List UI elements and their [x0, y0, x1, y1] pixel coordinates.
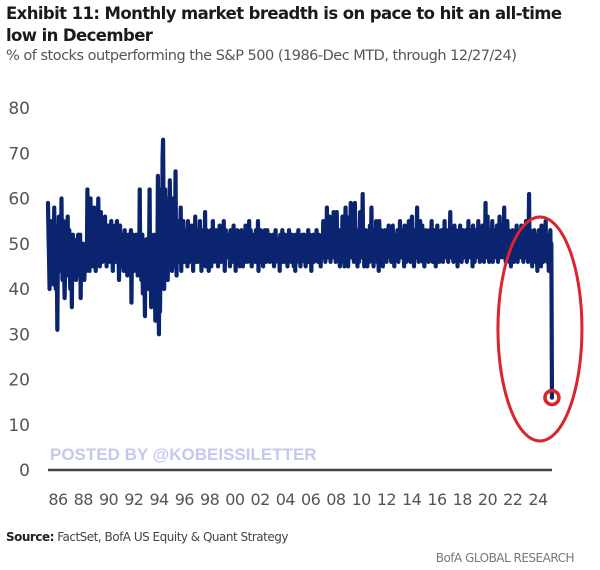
x-tick-label: 12 [377, 490, 396, 509]
x-axis: 86 88 90 92 94 96 98 00 02 04 06 08 10 12 14 16 18 20 22 24 [48, 490, 548, 509]
y-tick-label: 70 [8, 144, 30, 164]
source-note: Source: FactSet, BofA US Equity & Quant … [6, 530, 288, 544]
brand-label: BofA GLOBAL RESEARCH [435, 551, 575, 565]
line-chart: 0 10 20 30 40 50 60 70 80 86 88 90 92 94 96 98 00 02 04 06… [8, 99, 584, 509]
source-label: Source: [6, 530, 54, 544]
y-tick-label: 50 [8, 235, 30, 255]
x-tick-label: 04 [276, 490, 296, 509]
x-tick-label: 22 [503, 490, 522, 509]
y-axis: 0 10 20 30 40 50 60 70 80 [8, 99, 30, 481]
source-text: FactSet, BofA US Equity & Quant Strategy [53, 530, 288, 544]
x-tick-label: 02 [251, 490, 270, 509]
y-tick-label: 60 [8, 190, 30, 210]
x-tick-label: 00 [225, 490, 245, 509]
x-tick-label: 96 [175, 490, 195, 509]
x-tick-label: 06 [301, 490, 321, 509]
x-tick-label: 92 [124, 490, 143, 509]
highlight-ellipse [496, 215, 584, 443]
y-tick-label: 0 [19, 461, 30, 481]
chart-title: Exhibit 11: Monthly market breadth is on… [6, 4, 562, 45]
y-tick-label: 10 [8, 416, 30, 436]
x-tick-label: 10 [352, 490, 372, 509]
y-tick-label: 30 [8, 325, 30, 345]
highlight-last-point [543, 388, 561, 407]
x-tick-label: 24 [528, 490, 548, 509]
chart-subtitle: % of stocks outperforming the S&P 500 (1… [6, 48, 517, 64]
y-tick-label: 80 [8, 99, 30, 119]
x-tick-label: 88 [74, 490, 94, 509]
y-tick-label: 40 [8, 280, 30, 300]
x-tick-label: 98 [200, 490, 220, 509]
x-tick-label: 14 [402, 490, 422, 509]
watermark: POSTED BY @KOBEISSILETTER [50, 445, 317, 464]
y-tick-label: 20 [8, 371, 30, 391]
x-tick-label: 94 [149, 490, 169, 509]
x-tick-label: 20 [478, 490, 498, 509]
x-tick-label: 08 [326, 490, 346, 509]
x-tick-label: 86 [48, 490, 68, 509]
x-tick-label: 16 [427, 490, 447, 509]
series-line [45, 137, 555, 400]
x-tick-label: 90 [99, 490, 119, 509]
x-tick-label: 18 [453, 490, 473, 509]
